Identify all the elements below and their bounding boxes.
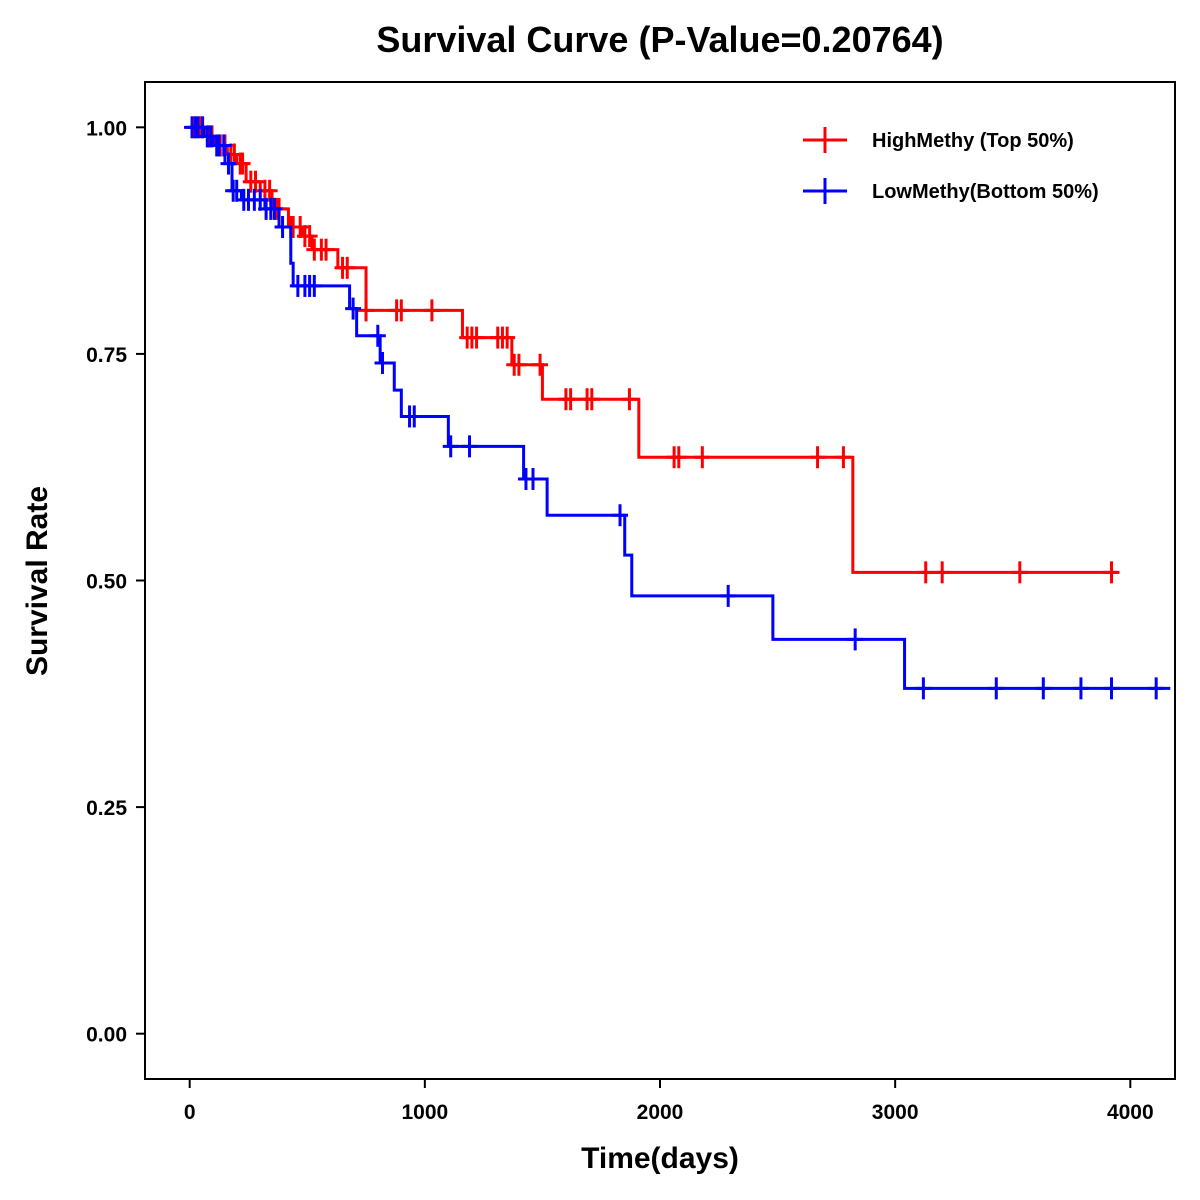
chart-title: Survival Curve (P-Value=0.20764)	[376, 19, 943, 60]
y-tick-label: 1.00	[86, 117, 127, 140]
y-tick-label: 0.25	[86, 797, 127, 820]
y-axis-label: Survival Rate	[21, 486, 54, 676]
x-tick-label: 3000	[872, 1101, 919, 1124]
legend-label: HighMethy (Top 50%)	[872, 130, 1074, 152]
y-tick-label: 0.50	[86, 571, 127, 594]
legend: HighMethy (Top 50%) LowMethy(Bottom 50%)	[803, 127, 1099, 204]
y-tick-label: 0.00	[86, 1024, 127, 1047]
series-low-methy	[184, 116, 1171, 700]
x-tick-label: 4000	[1107, 1101, 1154, 1124]
series-layer	[184, 116, 1171, 700]
x-axis-label: Time(days)	[581, 1142, 739, 1175]
x-axis-ticks: 0 1000 2000 3000 4000	[184, 1079, 1154, 1124]
plot-area-border	[144, 81, 1176, 1080]
x-tick-label: 0	[184, 1101, 196, 1124]
legend-label: LowMethy(Bottom 50%)	[872, 181, 1099, 203]
x-tick-label: 1000	[401, 1101, 448, 1124]
y-tick-label: 0.75	[86, 344, 127, 367]
survival-step-line	[189, 125, 1171, 690]
y-axis-ticks: 0.00 0.25 0.50 0.75 1.00	[86, 117, 145, 1047]
x-tick-label: 2000	[637, 1101, 684, 1124]
